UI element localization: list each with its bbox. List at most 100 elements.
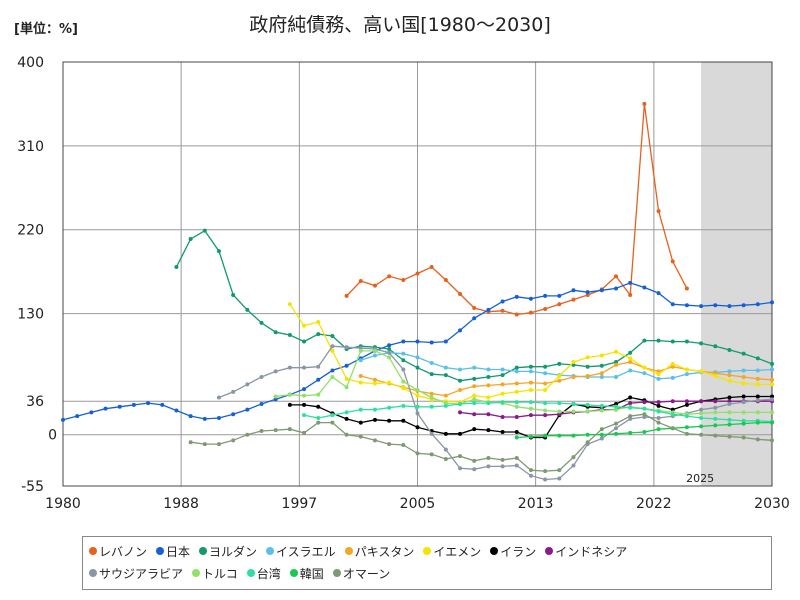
- data-point: [727, 417, 732, 422]
- data-point: [514, 294, 519, 299]
- data-point: [670, 407, 675, 412]
- data-point: [642, 412, 647, 417]
- legend-label: オマーン: [342, 566, 391, 581]
- data-point: [472, 397, 477, 402]
- data-point: [344, 345, 349, 350]
- legend-row: レバノン 日本 ヨルダン イスラエル パキスタン イエメン イラン インドネシア: [89, 540, 765, 562]
- data-point: [628, 405, 633, 410]
- y-tick-label: -55: [21, 479, 44, 495]
- y-tick-label: 130: [17, 307, 44, 323]
- data-point: [358, 278, 363, 283]
- data-point: [514, 312, 519, 317]
- data-point: [614, 404, 619, 409]
- data-point: [302, 402, 307, 407]
- data-point: [642, 415, 647, 420]
- legend-label: 台湾: [256, 566, 281, 581]
- data-point: [741, 368, 746, 373]
- data-point: [387, 355, 392, 360]
- legend-marker: [246, 569, 255, 577]
- data-point: [514, 463, 519, 468]
- data-point: [259, 429, 264, 434]
- data-point: [216, 442, 221, 447]
- data-point: [287, 333, 292, 338]
- data-point: [344, 416, 349, 421]
- data-point: [670, 364, 675, 369]
- data-point: [528, 406, 533, 411]
- data-point: [103, 406, 108, 411]
- legend-label: ヨルダン: [209, 544, 258, 559]
- data-point: [458, 292, 463, 297]
- data-point: [429, 340, 434, 345]
- legend-item: ヨルダン: [199, 543, 257, 560]
- data-point: [75, 414, 80, 419]
- data-point: [571, 288, 576, 293]
- data-point: [699, 304, 704, 309]
- data-point: [713, 371, 718, 376]
- data-point: [585, 440, 590, 445]
- data-point: [443, 401, 448, 406]
- data-point: [755, 398, 760, 403]
- data-point: [557, 409, 562, 414]
- data-point: [571, 297, 576, 302]
- data-point: [472, 384, 477, 389]
- data-point: [528, 473, 533, 478]
- data-point: [401, 379, 406, 384]
- legend-marker: [156, 547, 165, 555]
- data-point: [642, 365, 647, 370]
- legend-item: 日本: [156, 543, 190, 560]
- data-point: [770, 394, 774, 399]
- data-point: [302, 413, 307, 418]
- data-point: [670, 399, 675, 404]
- data-point: [344, 432, 349, 437]
- data-point: [486, 374, 491, 379]
- legend-label: レバノン: [99, 544, 148, 559]
- data-point: [727, 401, 732, 406]
- data-point: [543, 381, 548, 386]
- data-point: [713, 303, 718, 308]
- data-point: [415, 388, 420, 393]
- plot-frame: [62, 61, 773, 487]
- data-point: [429, 391, 434, 396]
- data-point: [727, 434, 732, 439]
- data-point: [770, 377, 774, 382]
- legend-label: パキスタン: [354, 544, 415, 559]
- data-point: [543, 364, 548, 369]
- data-point: [316, 377, 321, 382]
- data-point: [713, 410, 718, 415]
- data-point: [415, 411, 420, 416]
- data-point: [543, 469, 548, 474]
- data-point: [316, 332, 321, 337]
- data-point: [443, 339, 448, 344]
- data-point: [528, 369, 533, 374]
- data-point: [415, 451, 420, 456]
- data-point: [585, 292, 590, 297]
- data-point: [642, 338, 647, 343]
- data-point: [741, 400, 746, 405]
- data-point: [528, 296, 533, 301]
- legend-item: レバノン: [89, 543, 147, 560]
- data-point: [387, 418, 392, 423]
- legend-marker: [423, 547, 432, 555]
- data-point: [287, 427, 292, 432]
- data-point: [259, 374, 264, 379]
- data-point: [429, 431, 434, 436]
- data-point: [656, 403, 661, 408]
- data-point: [571, 360, 576, 365]
- data-point: [614, 374, 619, 379]
- data-point: [344, 385, 349, 390]
- data-point: [514, 429, 519, 434]
- data-point: [557, 401, 562, 406]
- data-point: [557, 433, 562, 438]
- data-point: [684, 286, 689, 291]
- y-tick-label: 220: [17, 223, 44, 239]
- data-point: [727, 373, 732, 378]
- data-point: [458, 367, 463, 372]
- data-point: [699, 341, 704, 346]
- legend-item: トルコ: [192, 565, 238, 582]
- data-point: [443, 393, 448, 398]
- data-point: [443, 447, 448, 452]
- data-point: [755, 382, 760, 387]
- data-point: [585, 432, 590, 437]
- data-point: [358, 420, 363, 425]
- data-point: [543, 371, 548, 376]
